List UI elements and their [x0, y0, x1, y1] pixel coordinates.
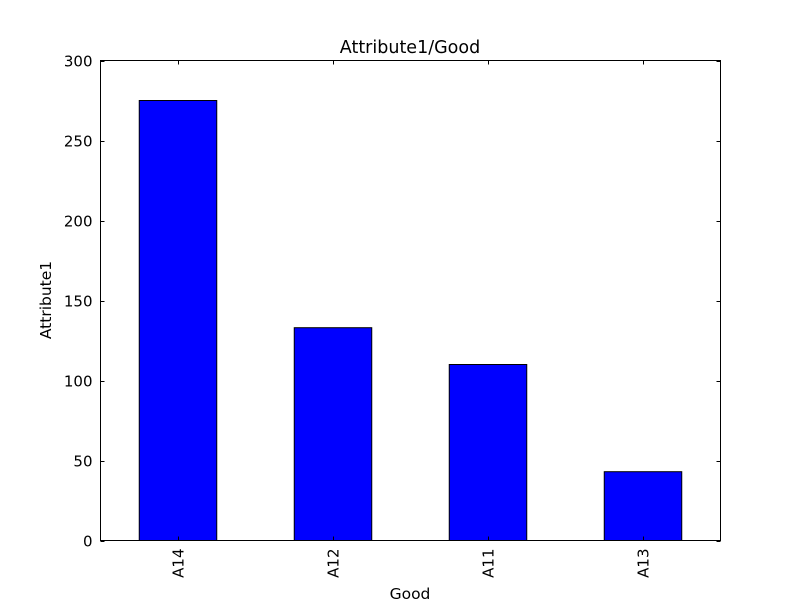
x-axis-title: Good — [390, 585, 431, 600]
x-tick-label-a14: A14 — [170, 549, 188, 578]
y-tick-label: 50 — [73, 453, 92, 471]
y-tick-label: 0 — [83, 533, 93, 551]
bars-layer — [138, 100, 683, 542]
bar-a14 — [138, 100, 218, 541]
plot-area-frame — [100, 60, 721, 541]
y-axis-title: Attribute1 — [37, 261, 55, 339]
y-tick-label: 250 — [64, 133, 93, 151]
ticks-layer: 0 50 100 150 200 250 300 A14 A12 A11 A13 — [64, 53, 721, 578]
bar-a12 — [293, 327, 373, 542]
x-tick-label-a11: A11 — [480, 549, 498, 578]
x-tick-label-a12: A12 — [325, 549, 343, 578]
y-tick-label: 150 — [64, 293, 93, 311]
y-tick-label: 200 — [64, 213, 93, 231]
y-tick-label: 100 — [64, 373, 93, 391]
chart-title: Attribute1/Good — [340, 38, 480, 58]
bar-a11 — [448, 364, 528, 541]
x-tick-label-a13: A13 — [635, 549, 653, 578]
y-tick-label: 300 — [64, 53, 93, 71]
bar-a13 — [603, 471, 683, 542]
